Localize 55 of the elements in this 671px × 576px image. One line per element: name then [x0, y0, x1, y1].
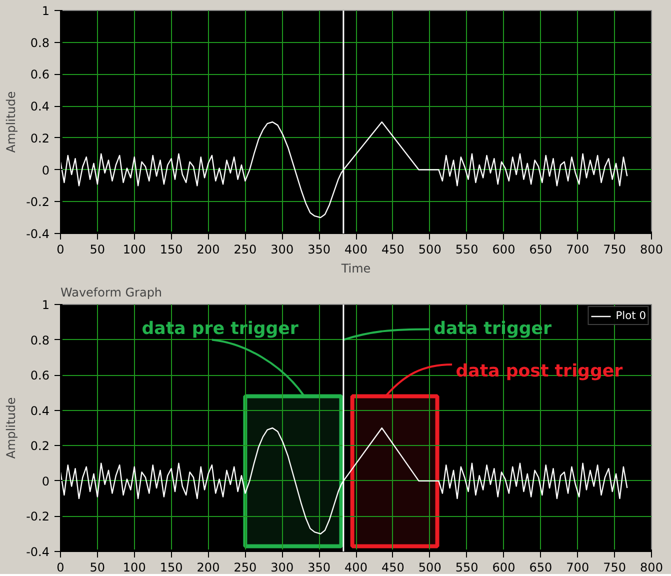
y-tick-label: -0.4	[26, 227, 50, 241]
y-tick-label: -0.4	[26, 545, 50, 559]
x-tick-label: 350	[308, 560, 331, 574]
x-tick-label: 650	[529, 242, 552, 256]
y-tick-label: 0.4	[30, 100, 50, 114]
y-tick-label: 1	[42, 4, 50, 18]
x-tick-label: 600	[492, 560, 516, 574]
x-tick-label: 250	[234, 560, 257, 574]
y-tick-label: -0.2	[26, 510, 50, 524]
legend-label: Plot 0	[616, 309, 646, 322]
x-tick-label: 100	[122, 560, 146, 574]
x-axis-title: Time	[340, 262, 371, 276]
x-tick-label: 700	[566, 560, 590, 574]
x-tick-label: 300	[270, 242, 294, 256]
x-tick-label: 400	[344, 242, 368, 256]
x-tick-label: 800	[640, 560, 663, 574]
y-tick-label: 0.6	[30, 68, 50, 82]
x-tick-label: 750	[603, 560, 626, 574]
y-tick-label: 1	[42, 298, 50, 312]
x-tick-label: 300	[270, 560, 294, 574]
y-tick-label: -0.2	[26, 195, 50, 210]
x-tick-label: 550	[455, 560, 478, 574]
y-tick-label: 0.8	[30, 36, 50, 50]
x-tick-label: 0	[56, 560, 64, 574]
x-tick-label: 400	[344, 560, 368, 574]
x-tick-label: 450	[381, 560, 404, 574]
x-tick-label: 200	[196, 242, 220, 256]
y-tick-label: 0.4	[30, 404, 50, 418]
x-tick-label: 250	[234, 242, 257, 256]
x-tick-label: 150	[160, 242, 183, 256]
x-tick-label: 50	[90, 242, 106, 256]
x-tick-label: 450	[381, 242, 404, 256]
x-tick-label: 100	[122, 242, 146, 256]
y-axis-title: Amplitude	[4, 91, 18, 153]
y-tick-label: 0.6	[30, 368, 50, 383]
x-tick-label: 200	[196, 560, 220, 574]
y-tick-label: 0	[42, 474, 50, 488]
x-tick-label: 800	[640, 242, 663, 256]
y-tick-label: 0.8	[30, 333, 50, 348]
chart-title: Waveform Graph	[60, 286, 162, 300]
y-axis-title: Amplitude	[4, 397, 18, 459]
x-tick-label: 500	[418, 560, 442, 574]
x-tick-label: 500	[418, 242, 442, 256]
y-tick-label: 0.2	[30, 131, 50, 146]
x-tick-label: 650	[529, 560, 552, 574]
x-tick-label: 600	[492, 242, 516, 256]
x-tick-label: 350	[308, 242, 331, 256]
y-tick-label: 0	[42, 163, 50, 178]
x-tick-label: 0	[56, 242, 64, 256]
x-tick-label: 750	[603, 242, 626, 256]
x-tick-label: 550	[455, 242, 478, 256]
x-tick-label: 150	[160, 560, 183, 574]
x-tick-label: 50	[90, 560, 106, 574]
x-tick-label: 700	[566, 242, 590, 256]
y-tick-label: 0.2	[30, 439, 50, 454]
